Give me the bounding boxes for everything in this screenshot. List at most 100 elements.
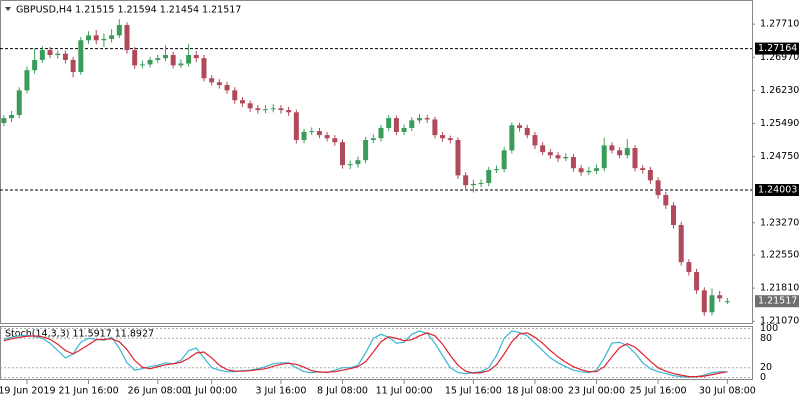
y-tick-label: 1.27710 (760, 19, 799, 30)
candle-body (640, 168, 646, 170)
x-tick-label: 3 Jul 16:00 (255, 386, 306, 397)
chart-title: GBPUSD,H4 1.21515 1.21594 1.21454 1.2151… (16, 5, 241, 16)
candle-body (24, 70, 30, 91)
candle-body (93, 35, 99, 41)
y-tick-label: 1.24750 (760, 151, 799, 162)
candle-body (655, 180, 661, 196)
candle-body (293, 112, 299, 141)
candle-body (16, 90, 22, 115)
candle-body (1, 118, 7, 124)
candle-body (232, 90, 238, 101)
candle-body (124, 25, 130, 51)
candle-body (670, 205, 676, 226)
x-tick-label: 23 Jul 00:00 (568, 386, 625, 397)
candle-body (501, 150, 507, 170)
y-tick-label: 0 (760, 372, 766, 383)
level-label-box (755, 42, 799, 55)
candle-body (378, 127, 384, 139)
y-tick-label: 1.21810 (760, 283, 799, 294)
candle-body (32, 59, 38, 71)
candle-body (116, 25, 122, 36)
x-tick-label: 26 Jun 08:00 (128, 386, 188, 397)
oscillator-title: Stoch(14,3,3) 11.5917 11.8927 (5, 329, 154, 340)
candle-body (309, 131, 315, 133)
y-tick-label: 1.22550 (760, 250, 799, 261)
x-tick-label: 8 Jul 08:00 (317, 386, 368, 397)
y-tick-label: 100 (760, 323, 778, 334)
candle-body (601, 145, 607, 169)
candle-body (209, 78, 215, 83)
candle-body (724, 301, 730, 303)
candle-body (609, 145, 615, 151)
y-tick-label: 80 (760, 333, 772, 344)
candle-body (547, 152, 553, 156)
candle-body (709, 295, 715, 313)
candle-body (39, 50, 45, 60)
x-tick-label: 1 Jul 00:00 (186, 386, 237, 397)
candle-body (263, 109, 269, 111)
candle-body (162, 55, 168, 59)
candle-body (224, 85, 230, 91)
candle-body (286, 110, 292, 113)
candle-body (201, 58, 207, 79)
candle-body (132, 50, 138, 66)
x-tick-label: 18 Jul 08:00 (506, 386, 563, 397)
candle-body (155, 58, 161, 60)
y-tick-label: 1.26970 (760, 52, 799, 63)
candle-body (447, 138, 453, 141)
candle-body (647, 170, 653, 181)
candle-body (301, 131, 307, 141)
candle-body (270, 108, 276, 110)
candle-body (632, 148, 638, 169)
candle-body (563, 157, 569, 159)
candle-body (578, 168, 584, 173)
x-tick-label: 15 Jul 16:00 (445, 386, 502, 397)
candle-body (247, 103, 253, 109)
candle-body (347, 164, 353, 166)
y-tick-label: 1.25490 (760, 118, 799, 129)
candle-body (370, 138, 376, 141)
oscillator-line (3, 330, 728, 378)
x-tick-label: 30 Jul 08:00 (699, 386, 756, 397)
x-tick-label: 11 Jul 00:00 (376, 386, 433, 397)
candle-body (178, 63, 184, 66)
y-tick-label: 20 (760, 362, 772, 373)
candle-body (332, 138, 338, 143)
candle-body (9, 114, 15, 119)
candle-body (540, 145, 546, 153)
x-tick-label: 25 Jul 16:00 (630, 386, 687, 397)
candle-body (55, 53, 61, 56)
y-tick-label: 1.23270 (760, 217, 799, 228)
candle-body (478, 182, 484, 184)
candle-body (686, 262, 692, 272)
candle-body (363, 140, 369, 161)
price-frame (0, 0, 753, 324)
candle-body (101, 38, 107, 41)
candle-body (170, 55, 176, 66)
candle-body (416, 118, 422, 121)
candle-body (70, 59, 76, 73)
candle-body (532, 135, 538, 146)
candle-body (694, 272, 700, 291)
candle-body (678, 225, 684, 263)
candle-body (216, 82, 222, 85)
oscillator-frame (0, 326, 753, 380)
level-label: 1.27164 (758, 43, 797, 54)
candle-body (517, 125, 523, 128)
candle-body (186, 55, 192, 64)
candle-body (440, 135, 446, 139)
candle-body (47, 50, 53, 56)
candle-body (663, 195, 669, 206)
candle-body (586, 170, 592, 173)
candle-body (424, 118, 430, 120)
candle-body (401, 127, 407, 132)
candle-body (193, 55, 199, 59)
candle-body (386, 118, 392, 128)
menu-icon[interactable] (5, 7, 11, 11)
candle-body (701, 290, 707, 313)
candle-body (239, 100, 245, 104)
candle-body (470, 183, 476, 186)
candle-body (324, 135, 330, 139)
candle-body (717, 295, 723, 299)
candle-body (524, 127, 530, 136)
